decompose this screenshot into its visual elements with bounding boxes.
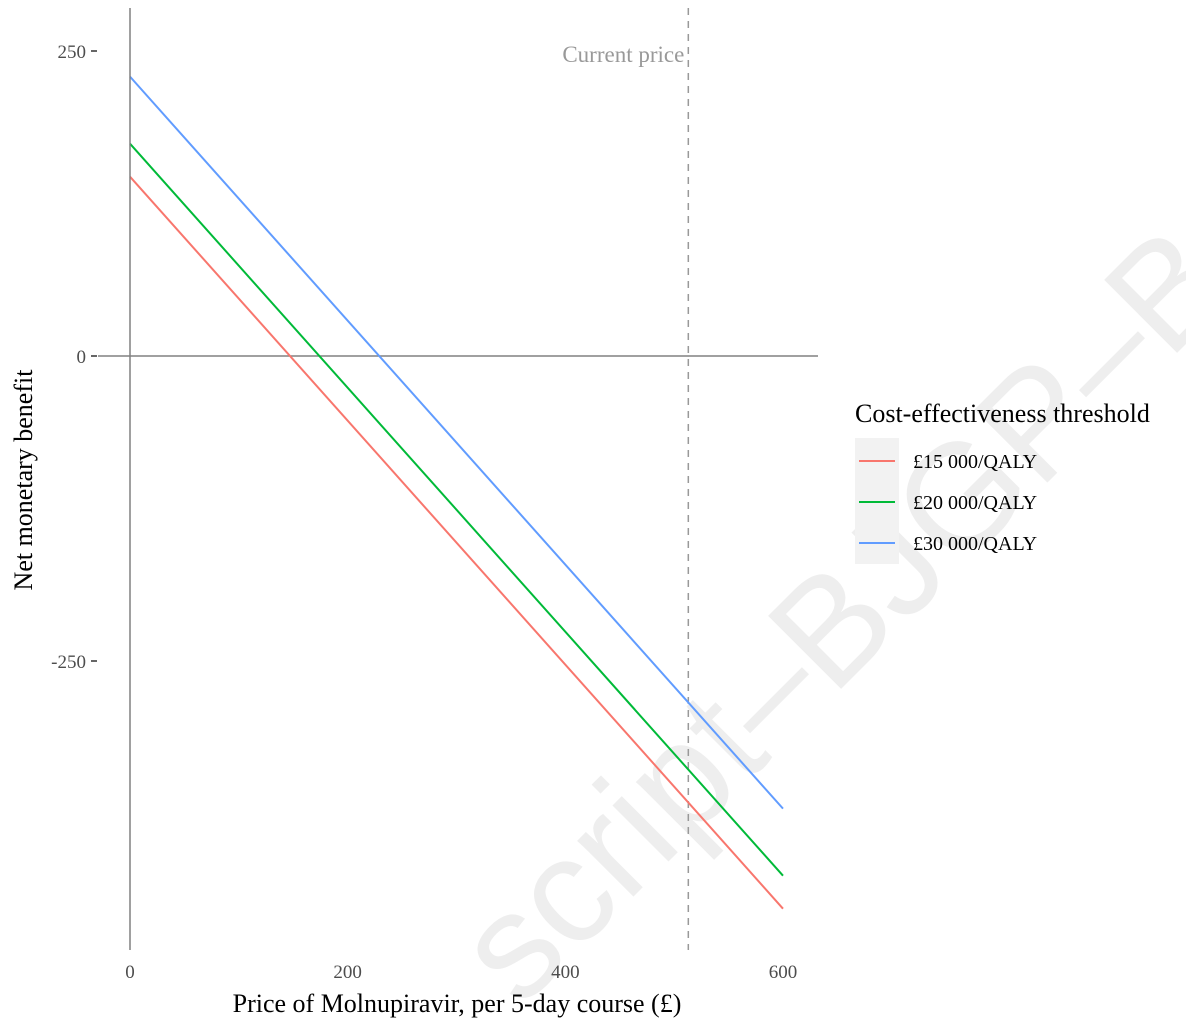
x-tick-label: 600 (769, 962, 798, 983)
x-tick-label: 0 (125, 962, 135, 983)
legend-label-2: £20 000/QALY (913, 492, 1037, 514)
legend-title: Cost-effectiveness threshold (855, 399, 1150, 428)
series-lines (129, 75, 784, 910)
legend: Cost-effectiveness threshold £15 000/QALY… (855, 399, 1150, 564)
watermark: script–BJGP–BJGP.2023.044 (424, 0, 1186, 1029)
axes: 250 0 -250 0 200 400 600 (51, 8, 797, 983)
current-price-label: Current price (562, 42, 684, 67)
series-line-2 (129, 143, 784, 877)
y-tick-label: -250 (51, 652, 86, 673)
y-axis-title: Net monetary benefit (9, 369, 38, 591)
y-tick-label: 250 (58, 42, 87, 63)
legend-label-1: £15 000/QALY (913, 451, 1037, 473)
watermark-text: script–BJGP–BJGP.2023.044 (424, 0, 1186, 1024)
series-line-1 (129, 175, 784, 910)
series-line-3 (129, 75, 784, 810)
reference-lines: Current price (98, 8, 818, 950)
y-tick-label: 0 (77, 347, 87, 368)
x-axis-title: Price of Molnupiravir, per 5-day course … (233, 989, 682, 1018)
x-tick-label: 200 (333, 962, 362, 983)
x-tick-label: 400 (551, 962, 580, 983)
legend-label-3: £30 000/QALY (913, 533, 1037, 555)
